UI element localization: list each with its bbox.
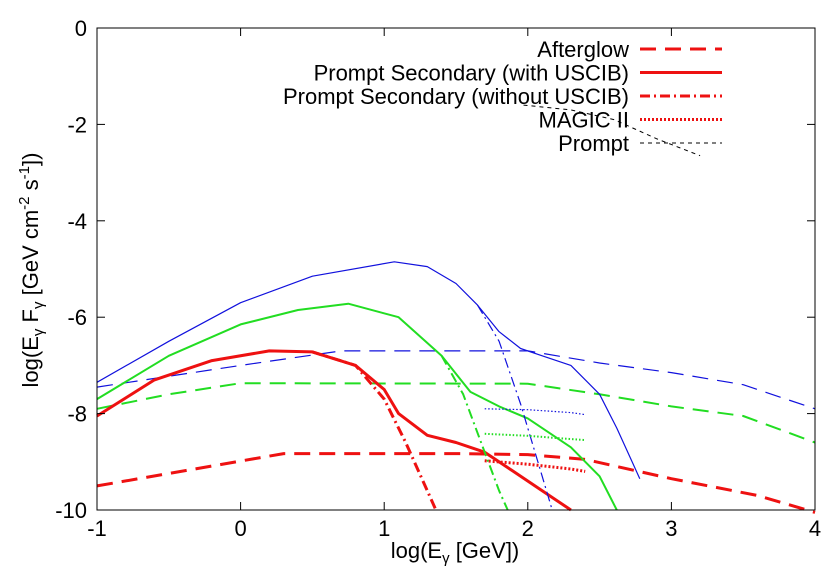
- series-line-magic-ii-red: [484, 459, 586, 473]
- legend-label-afterglow: Afterglow: [537, 37, 629, 62]
- series-line-afterglow-red: [96, 452, 816, 514]
- legend-label-magic-ii: MAGIC II: [539, 108, 629, 133]
- legend-label-prompt-secondary-without-uscib: Prompt Secondary (without USCIB): [283, 84, 629, 109]
- y-tick-label: -2: [67, 112, 87, 137]
- y-axis-title-sub1: γ: [30, 328, 47, 336]
- series-line-afterglow-blue: [96, 350, 816, 410]
- y-axis-title-sub2: γ: [30, 301, 47, 309]
- y-axis-title-main: log(E: [18, 336, 43, 387]
- y-tick-label: 0: [75, 16, 87, 41]
- x-axis-title-tail: [GeV]): [450, 538, 520, 563]
- x-axis-title-main: log(E: [391, 538, 442, 563]
- plot-frame: [96, 27, 816, 511]
- x-tick-label: 4: [809, 516, 821, 541]
- series-line-prompt-secondary-without-uscib-blue: [476, 304, 553, 511]
- x-tick-label: 3: [665, 516, 677, 541]
- legend-label-prompt-secondary-with-uscib: Prompt Secondary (with USCIB): [314, 61, 629, 86]
- x-tick-label: 0: [234, 516, 246, 541]
- y-tick-label: -4: [67, 209, 87, 234]
- series-line-prompt-secondary-with-uscib-red: [96, 349, 572, 512]
- y-axis-title-tail: ]): [18, 153, 43, 166]
- series-line-prompt: [523, 104, 701, 157]
- y-axis-title-sup2: -1: [16, 166, 33, 179]
- y-tick-label: -6: [67, 305, 87, 330]
- series-line-prompt-secondary-without-uscib-red: [311, 350, 438, 511]
- y-axis-title: log(Eγ Fγ [GeV cm-2 s-1]): [16, 153, 47, 388]
- x-tick-label: -1: [87, 516, 107, 541]
- x-tick-label: 1: [378, 516, 390, 541]
- series-layer: [96, 104, 816, 514]
- series-line-prompt-secondary-without-uscib-green: [440, 355, 509, 511]
- series-line-magic-ii-blue: [484, 408, 586, 416]
- series-line-magic-ii-green: [484, 432, 586, 442]
- x-axis-title: log(Eγ [GeV]): [391, 538, 520, 567]
- series-line-afterglow-green: [96, 382, 816, 444]
- x-tick-label: 2: [522, 516, 534, 541]
- y-axis-title-mid: F: [18, 309, 43, 329]
- legend-label-prompt: Prompt: [558, 131, 629, 156]
- ticks-layer: -1 0 1 2 3 40-2-4-6-8-10: [55, 16, 821, 541]
- y-tick-label: -10: [55, 498, 87, 523]
- y-tick-label: -8: [67, 402, 87, 427]
- y-axis-title-mid2: [GeV cm: [18, 210, 43, 302]
- y-axis-title-sup1: -2: [16, 196, 33, 209]
- y-axis-title-mid3: s: [18, 179, 43, 196]
- x-axis-title-sub: γ: [442, 550, 450, 567]
